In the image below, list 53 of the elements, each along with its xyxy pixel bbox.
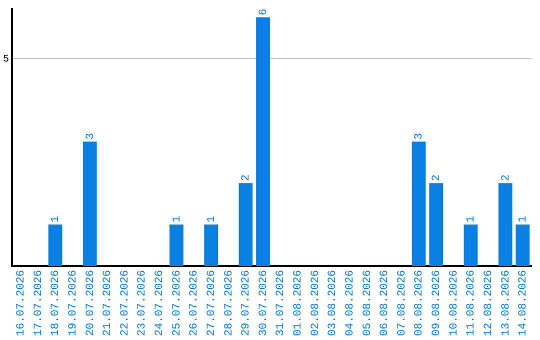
x-tick-label: 24.07.2026 (154, 270, 166, 336)
x-tick-label: 05.08.2026 (362, 270, 374, 336)
x-tick-label: 28.07.2026 (223, 270, 236, 336)
bar (238, 183, 253, 266)
x-tick-label: 06.08.2026 (379, 270, 392, 336)
x-tick-label: 21.07.2026 (102, 270, 114, 336)
data-label: 3 (84, 133, 97, 140)
x-tick-label: 27.07.2026 (206, 270, 218, 336)
x-tick-label: 13.08.2026 (500, 270, 512, 336)
x-tick-label: 04.08.2026 (344, 270, 356, 336)
bar (498, 183, 512, 266)
x-tick-label: 18.07.2026 (50, 270, 62, 336)
bar (429, 183, 444, 266)
x-tick-label: 17.07.2026 (32, 270, 45, 336)
data-label: 1 (466, 216, 478, 223)
data-label: 2 (240, 174, 253, 182)
x-tick-label: 23.07.2026 (136, 270, 149, 336)
x-tick-label: 20.07.2026 (84, 270, 97, 336)
x-tick-label: 01.08.2026 (292, 270, 305, 336)
bar (464, 224, 478, 266)
data-label: 6 (258, 8, 270, 16)
x-tick-label: 10.08.2026 (448, 270, 460, 336)
data-label: 1 (50, 216, 62, 223)
x-tick-label: 26.07.2026 (188, 270, 201, 336)
bar (82, 142, 97, 266)
x-tick-label: 16.07.2026 (16, 270, 28, 336)
bar (516, 224, 530, 266)
x-tick-label: 11.08.2026 (466, 270, 478, 336)
x-tick-label: 31.07.2026 (275, 270, 288, 336)
data-label: 2 (500, 174, 512, 182)
bar (48, 224, 62, 266)
y-tick-label: 5 (2, 54, 9, 66)
bar (204, 224, 218, 266)
x-tick-label: 02.08.2026 (310, 270, 322, 336)
x-tick-label: 03.08.2026 (327, 270, 340, 336)
x-tick-label: 07.08.2026 (396, 270, 408, 336)
bar (412, 142, 426, 266)
data-label: 1 (206, 216, 218, 223)
data-label: 2 (431, 174, 444, 182)
x-tick-label: 19.07.2026 (67, 270, 80, 336)
x-tick-label: 25.07.2026 (171, 270, 184, 336)
x-tick-label: 12.08.2026 (482, 270, 495, 336)
x-tick-label: 30.07.2026 (258, 270, 270, 336)
x-tick-label: 08.08.2026 (414, 270, 426, 336)
x-tick-label: 22.07.2026 (119, 270, 132, 336)
data-label: 3 (414, 133, 426, 140)
data-label: 1 (518, 216, 530, 223)
x-tick-label: 29.07.2026 (240, 270, 253, 336)
bar (256, 17, 270, 266)
data-label: 1 (171, 216, 184, 223)
x-tick-label: 09.08.2026 (431, 270, 444, 336)
bar (170, 224, 184, 266)
x-tick-label: 14.08.2026 (518, 270, 530, 336)
